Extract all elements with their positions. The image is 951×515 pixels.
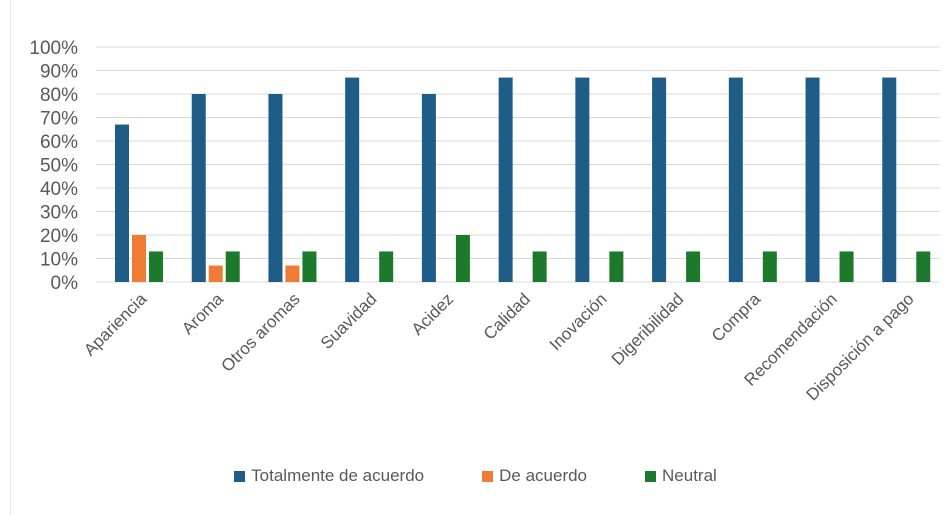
gridlines <box>96 46 940 283</box>
bar-totalmente-de-acuerdo-6 <box>575 77 590 282</box>
y-tick-label: 30% <box>40 203 78 224</box>
y-axis-tick-labels: 0%10% 20%30% 40%50% 60%70% 80%90% 100% <box>29 38 78 294</box>
y-tick-label: 100% <box>29 38 78 59</box>
bar-totalmente-de-acuerdo-8 <box>728 77 743 282</box>
legend-swatch-totalmente <box>234 470 246 482</box>
x-category-label: Digeribilidad <box>608 289 688 369</box>
x-category-label: Aroma <box>178 289 227 338</box>
y-tick-label: 40% <box>40 179 78 200</box>
bar-de-acuerdo-0 <box>132 235 146 282</box>
bar-neutral-7 <box>686 251 701 282</box>
x-category-label: Inovación <box>546 289 611 354</box>
bar-totalmente-de-acuerdo-9 <box>805 77 820 282</box>
legend-label-de-acuerdo: De acuerdo <box>499 466 588 485</box>
legend-item-totalmente: Totalmente de acuerdo <box>234 466 424 486</box>
bar-totalmente-de-acuerdo-2 <box>268 94 283 282</box>
bar-neutral-5 <box>532 251 547 282</box>
bar-de-acuerdo-2 <box>285 265 300 282</box>
bar-neutral-6 <box>609 251 624 282</box>
bar-neutral-1 <box>225 251 240 282</box>
bar-neutral-0 <box>149 251 163 282</box>
y-tick-label: 80% <box>40 85 78 106</box>
legend-swatch-neutral <box>645 470 657 482</box>
bar-totalmente-de-acuerdo-0 <box>115 124 129 282</box>
x-category-label: Otros aromas <box>218 289 304 375</box>
x-category-label: Apariencia <box>80 289 151 360</box>
bars <box>115 77 931 282</box>
y-tick-label: 50% <box>40 156 78 177</box>
left-border <box>10 0 11 515</box>
y-tick-label: 70% <box>40 109 78 130</box>
bar-totalmente-de-acuerdo-3 <box>345 77 360 282</box>
bar-totalmente-de-acuerdo-7 <box>652 77 667 282</box>
bar-neutral-8 <box>762 251 777 282</box>
y-tick-label: 10% <box>40 250 78 271</box>
legend-swatch-de-acuerdo <box>482 470 494 482</box>
bar-neutral-10 <box>916 251 931 282</box>
x-category-label: Suavidad <box>317 289 381 353</box>
bar-totalmente-de-acuerdo-4 <box>421 94 436 282</box>
bar-de-acuerdo-1 <box>208 265 223 282</box>
legend-item-de-acuerdo: De acuerdo <box>482 466 587 486</box>
bar-totalmente-de-acuerdo-10 <box>882 77 897 282</box>
bar-neutral-2 <box>302 251 317 282</box>
y-tick-label: 0% <box>51 273 79 294</box>
x-category-label: Acidez <box>408 289 458 339</box>
x-category-label: Calidad <box>480 289 534 343</box>
y-tick-label: 60% <box>40 132 78 153</box>
bar-neutral-4 <box>455 235 470 282</box>
legend-label-totalmente: Totalmente de acuerdo <box>251 466 425 485</box>
bar-neutral-3 <box>379 251 394 282</box>
legend-item-neutral: Neutral <box>645 466 717 486</box>
legend-label-neutral: Neutral <box>662 466 717 485</box>
legend: Totalmente de acuerdo De acuerdo Neutral <box>0 466 951 486</box>
y-tick-label: 90% <box>40 62 78 83</box>
bar-totalmente-de-acuerdo-1 <box>191 94 206 282</box>
y-tick-label: 20% <box>40 226 78 247</box>
bar-totalmente-de-acuerdo-5 <box>498 77 513 282</box>
x-category-label: Compra <box>708 289 765 346</box>
bar-neutral-9 <box>839 251 854 282</box>
